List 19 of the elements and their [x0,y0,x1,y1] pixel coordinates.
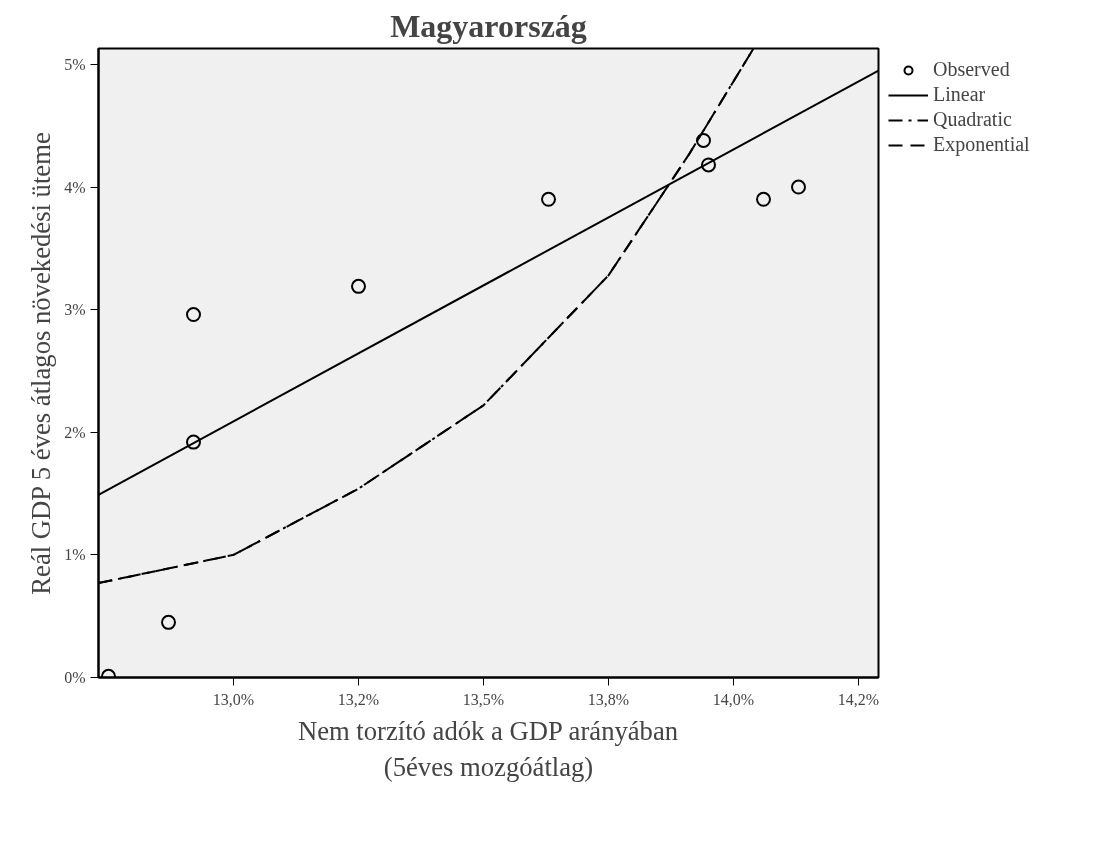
x-tick-label: 13,8% [587,690,630,708]
x-tick-label: 14,0% [712,690,755,708]
y-tick-label: 4% [64,178,86,196]
x-tick-label: 13,5% [462,690,505,708]
chart-title: Magyarország [390,7,587,44]
y-axis-title: Reál GDP 5 éves átlagos növekedési üteme [26,132,57,595]
x-tick-label: 14,2% [837,690,880,708]
legend-label: Quadratic [933,108,1012,131]
y-tick-label: 0% [64,669,86,686]
legend-label: Exponential [933,133,1030,156]
y-tick-label: 3% [64,301,86,319]
x-axis-title: Nem torzító adók a GDP arányában (5éves mozgóátlag) [297,715,679,782]
y-tick-label: 5% [64,55,86,73]
y-tick-label: 2% [64,423,86,441]
legend-label: Linear [933,83,986,106]
legend-label: Observed [933,58,1010,81]
y-tick-label: 1% [64,546,86,564]
x-tick-label: 13,2% [337,690,380,708]
x-tick-label: 13,0% [212,690,255,708]
